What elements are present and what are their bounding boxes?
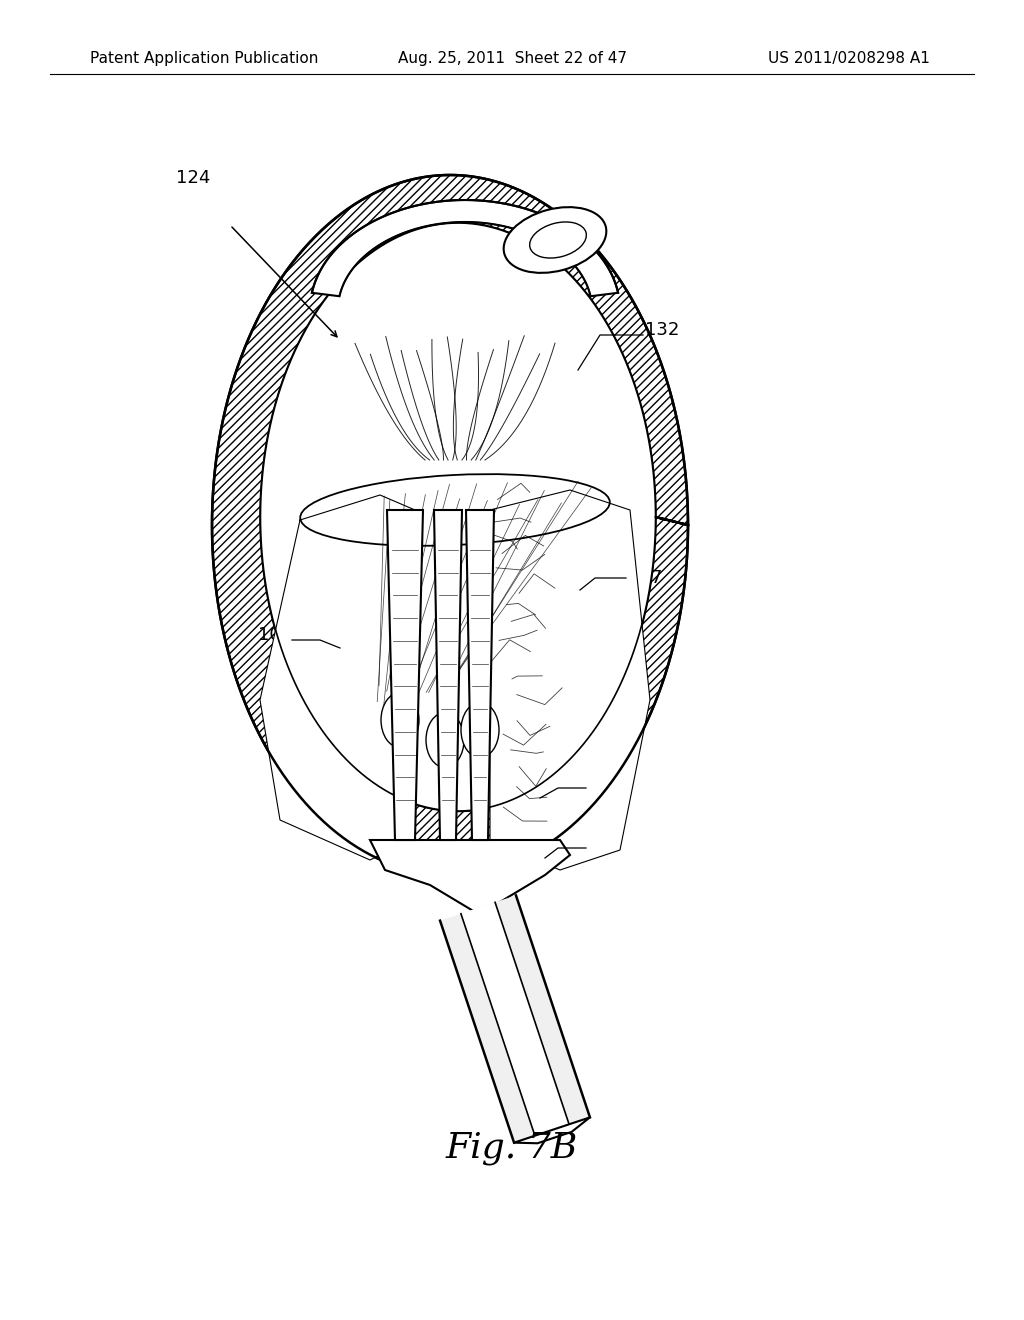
Polygon shape bbox=[466, 510, 494, 840]
Ellipse shape bbox=[504, 207, 606, 273]
Text: Patent Application Publication: Patent Application Publication bbox=[90, 50, 318, 66]
Text: 100: 100 bbox=[258, 626, 292, 644]
Ellipse shape bbox=[461, 702, 499, 758]
Text: 730: 730 bbox=[588, 836, 623, 854]
Polygon shape bbox=[260, 223, 655, 810]
Ellipse shape bbox=[426, 713, 464, 767]
Polygon shape bbox=[370, 840, 570, 912]
Polygon shape bbox=[434, 510, 462, 840]
Text: 124: 124 bbox=[176, 169, 210, 187]
Ellipse shape bbox=[529, 222, 587, 257]
Polygon shape bbox=[440, 895, 590, 1143]
Polygon shape bbox=[387, 510, 423, 840]
Polygon shape bbox=[212, 176, 688, 875]
Polygon shape bbox=[490, 490, 650, 870]
Text: Aug. 25, 2011  Sheet 22 of 47: Aug. 25, 2011 Sheet 22 of 47 bbox=[397, 50, 627, 66]
Polygon shape bbox=[514, 1117, 590, 1143]
Polygon shape bbox=[461, 903, 569, 1135]
Ellipse shape bbox=[381, 693, 419, 747]
Polygon shape bbox=[312, 201, 618, 296]
Polygon shape bbox=[260, 495, 415, 861]
Text: 127: 127 bbox=[628, 569, 663, 587]
Text: 724: 724 bbox=[588, 776, 623, 795]
Text: 132: 132 bbox=[645, 321, 679, 339]
Text: US 2011/0208298 A1: US 2011/0208298 A1 bbox=[768, 50, 930, 66]
Text: Fig. 7B: Fig. 7B bbox=[445, 1131, 579, 1166]
